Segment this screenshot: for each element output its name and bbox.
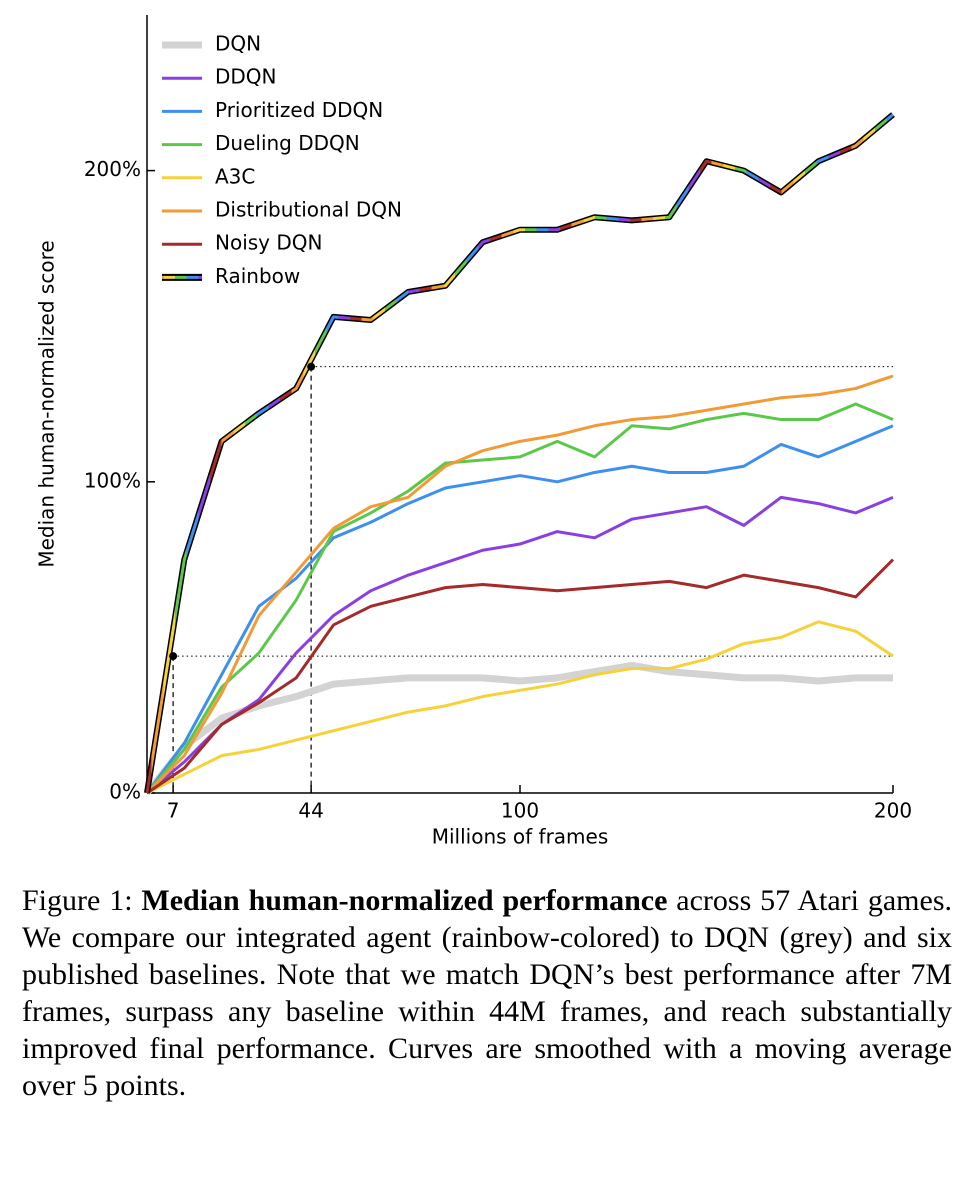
series-line bbox=[145, 113, 894, 794]
y-tick-label: 200% bbox=[84, 157, 141, 181]
legend-label: Distributional DQN bbox=[215, 198, 402, 222]
legend-label: Rainbow bbox=[215, 264, 300, 288]
x-tick-label: 7 bbox=[167, 799, 180, 823]
legend-label: DDQN bbox=[215, 65, 277, 89]
legend-label: Dueling DDQN bbox=[215, 131, 360, 155]
series-line bbox=[146, 495, 894, 795]
legend-label: Prioritized DDQN bbox=[215, 98, 383, 122]
caption-text: across 57 Atari games. We compare our in… bbox=[22, 884, 952, 1102]
legend-label: Noisy DQN bbox=[215, 231, 322, 255]
series-line bbox=[145, 424, 894, 794]
y-tick-label: 0% bbox=[109, 780, 141, 804]
caption: Figure 1: Median human-normalized perfor… bbox=[22, 882, 952, 1104]
x-tick-label: 100 bbox=[501, 799, 539, 823]
series-line bbox=[146, 558, 895, 795]
chart: Millions of frames Median human-normaliz… bbox=[35, 15, 912, 849]
legend-label: A3C bbox=[215, 164, 255, 188]
legend-label: DQN bbox=[215, 32, 261, 56]
x-tick-label: 44 bbox=[298, 799, 323, 823]
y-tick-label: 100% bbox=[84, 468, 141, 492]
reference-dot bbox=[169, 652, 178, 661]
series-line bbox=[146, 620, 894, 795]
reference-dot bbox=[307, 362, 316, 371]
series-line bbox=[145, 374, 894, 795]
caption-label: Figure 1: bbox=[22, 884, 133, 917]
y-axis-label: Median human-normalized score bbox=[35, 240, 59, 567]
x-axis-label: Millions of frames bbox=[432, 825, 609, 849]
x-tick-label: 200 bbox=[874, 799, 912, 823]
series-line bbox=[145, 402, 894, 794]
series-line bbox=[144, 661, 893, 796]
caption-bold: Median human-normalized performance bbox=[141, 884, 668, 917]
